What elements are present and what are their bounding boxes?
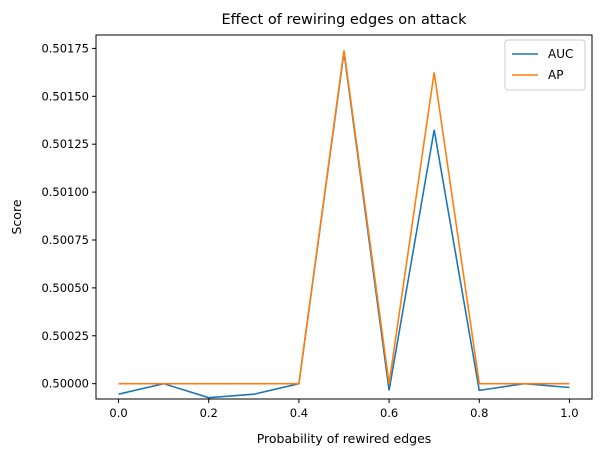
x-tick-label: 0.4 [290,406,308,420]
y-tick-label: 0.50100 [41,185,89,199]
chart-title: Effect of rewiring edges on attack [222,12,468,28]
legend-label-ap: AP [548,68,563,82]
x-tick-label: 0.6 [380,406,398,420]
legend-box [504,39,586,91]
y-tick-label: 0.50025 [41,329,89,343]
y-tick-label: 0.50050 [41,281,89,295]
plot-frame [95,34,593,400]
y-tick-label: 0.50150 [41,89,89,103]
y-tick-label: 0.50125 [41,137,89,151]
x-tick-label: 0.8 [470,406,488,420]
x-axis-label: Probability of rewired edges [257,431,432,446]
legend: AUC AP [504,39,586,91]
series-line-auc [118,52,570,399]
y-tick-label: 0.50000 [41,377,89,391]
legend-label-auc: AUC [548,47,573,61]
y-axis-label: Score [9,199,24,234]
x-axis: 0.0 0.2 0.4 0.6 0.8 1.0 [109,399,579,420]
y-axis: 0.50000 0.50025 0.50050 0.50075 0.50100 0.501… [41,41,96,391]
x-tick-label: 0.2 [200,406,218,420]
series-layer [118,50,570,399]
y-tick-label: 0.50175 [41,41,89,55]
x-tick-label: 0.0 [109,406,127,420]
y-tick-label: 0.50075 [41,233,89,247]
x-tick-label: 1.0 [560,406,578,420]
series-line-ap [118,50,570,385]
